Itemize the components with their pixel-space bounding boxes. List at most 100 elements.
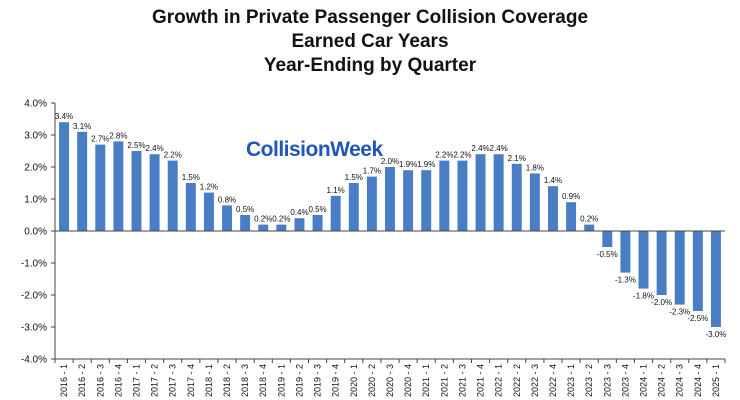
bar — [276, 224, 287, 231]
x-tick-label: 2017 - 3 — [168, 364, 178, 397]
data-label: 2.2% — [453, 151, 471, 160]
bar — [312, 215, 323, 231]
x-tick-label: 2023 - 3 — [602, 364, 612, 397]
data-label: 0.5% — [236, 205, 254, 214]
bar — [258, 224, 269, 231]
bar — [457, 160, 468, 231]
data-label: 2.4% — [145, 144, 163, 153]
x-tick-label: 2017 - 4 — [186, 364, 196, 397]
data-label: -2.3% — [669, 308, 690, 317]
x-tick-label: 2022 - 2 — [512, 364, 522, 397]
bar — [674, 231, 685, 305]
data-label: 0.2% — [254, 215, 272, 224]
x-tick-label: 2019 - 2 — [294, 364, 304, 397]
title-line-3: Year-Ending by Quarter — [263, 55, 477, 76]
bar — [475, 154, 486, 231]
bar — [710, 231, 721, 327]
x-tick-label: 2020 - 1 — [349, 364, 359, 397]
x-tick-label: 2020 - 4 — [403, 364, 413, 397]
bar — [385, 167, 395, 231]
data-label: 2.5% — [127, 141, 145, 150]
collisionweek-logo: CollisionWeek — [246, 138, 383, 161]
data-label: 2.4% — [490, 144, 508, 153]
y-tick-label: 1.0% — [24, 195, 47, 206]
x-tick-label: 2022 - 4 — [548, 364, 558, 397]
data-label: 0.4% — [290, 208, 308, 217]
x-tick-label: 2024 - 1 — [639, 364, 649, 397]
x-tick-label: 2016 - 1 — [59, 364, 69, 397]
x-tick-label: 2019 - 3 — [313, 364, 323, 397]
y-tick-label: -3.0% — [21, 323, 47, 334]
x-tick-label: 2017 - 2 — [150, 364, 160, 397]
x-tick-label: 2021 - 2 — [439, 364, 449, 397]
y-tick-label: -1.0% — [21, 259, 47, 270]
x-tick-label: 2018 - 3 — [240, 364, 250, 397]
bar — [638, 231, 649, 289]
chart-title: Growth in Private Passenger Collision Co… — [0, 6, 740, 78]
x-tick-label: 2018 - 2 — [222, 364, 232, 397]
data-label: 1.2% — [200, 183, 218, 192]
data-label: 2.8% — [109, 131, 127, 140]
bar — [185, 183, 196, 231]
bar — [366, 176, 377, 231]
x-tick-label: 2016 - 4 — [113, 364, 123, 397]
x-tick-label: 2025 - 1 — [711, 364, 721, 397]
data-label: 2.0% — [381, 157, 399, 166]
data-label: 0.2% — [580, 215, 598, 224]
bar — [692, 231, 703, 311]
bar — [240, 215, 251, 231]
bar — [566, 202, 577, 231]
x-tick-label: 2023 - 1 — [566, 364, 576, 397]
bar — [421, 170, 432, 231]
bar — [529, 173, 540, 231]
bar — [149, 154, 160, 231]
y-axis: 4.0% 3.0% 2.0% 1.0% 0.0% -1.0% -2.0% -3.0% -4.0% — [21, 99, 56, 366]
x-tick-label: 2019 - 4 — [331, 364, 341, 397]
x-tick-label: 2024 - 3 — [675, 364, 685, 397]
x-tick-label: 2018 - 1 — [204, 364, 214, 397]
bar — [95, 144, 106, 231]
bar — [439, 160, 450, 231]
data-label: 2.7% — [91, 135, 109, 144]
bar — [547, 186, 558, 231]
x-axis: 2016 - 1 2016 - 2 2016 - 3 2016 - 4 2017 - 1… — [54, 230, 726, 397]
data-label: 0.8% — [218, 195, 236, 204]
bar — [511, 163, 522, 231]
bar — [203, 192, 214, 231]
data-label: -2.5% — [687, 314, 708, 323]
data-label: -2.0% — [651, 298, 672, 307]
data-label: 2.2% — [435, 151, 453, 160]
data-label: -1.3% — [615, 276, 636, 285]
x-tick-label: 2019 - 1 — [276, 364, 286, 397]
y-tick-label: 4.0% — [24, 99, 47, 110]
bar — [294, 218, 305, 231]
data-label: 1.8% — [526, 163, 544, 172]
bar — [77, 131, 88, 231]
y-tick-label: -2.0% — [21, 291, 47, 302]
x-tick-label: 2020 - 2 — [367, 364, 377, 397]
bar — [493, 154, 504, 231]
bar — [620, 231, 631, 273]
x-tick-label: 2016 - 3 — [95, 364, 105, 397]
x-tick-label: 2017 - 1 — [131, 364, 141, 397]
data-label: 0.2% — [272, 215, 290, 224]
x-tick-label: 2018 - 4 — [258, 364, 268, 397]
bar — [113, 141, 124, 231]
data-label: 1.7% — [363, 167, 381, 176]
x-tick-label: 2022 - 1 — [494, 364, 504, 397]
bar — [222, 205, 233, 231]
y-tick-label: -4.0% — [21, 355, 47, 366]
data-label: 1.9% — [417, 160, 435, 169]
bar — [348, 183, 359, 231]
data-label: 0.5% — [308, 205, 326, 214]
x-tick-label: 2024 - 4 — [693, 364, 703, 397]
bar — [167, 160, 178, 231]
bar — [584, 224, 595, 231]
x-tick-label: 2023 - 2 — [584, 364, 594, 397]
data-label: 2.2% — [164, 151, 182, 160]
data-label: 2.1% — [508, 154, 526, 163]
bar — [403, 170, 414, 231]
x-tick-label: 2020 - 3 — [385, 364, 395, 397]
x-tick-label: 2022 - 3 — [530, 364, 540, 397]
